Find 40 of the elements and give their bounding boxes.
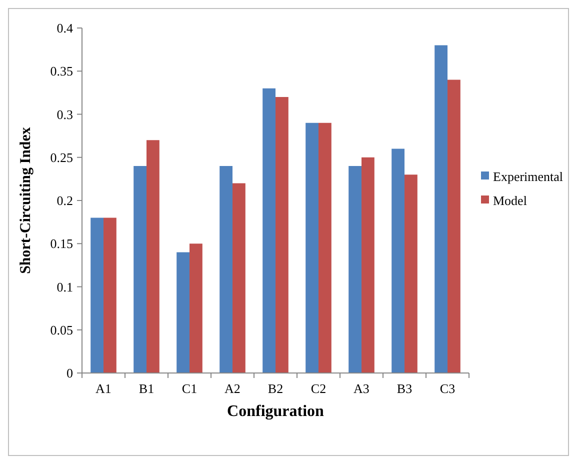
y-axis-title: Short-Circuiting Index (18, 126, 34, 274)
x-tick-label: C1 (182, 381, 198, 396)
bar (348, 166, 362, 373)
y-tick-label: 0.2 (56, 193, 73, 208)
bar (190, 244, 202, 373)
legend-label: Experimental (493, 169, 564, 184)
x-axis-title: Configuration (227, 403, 324, 420)
bar (362, 157, 374, 373)
bar (276, 97, 288, 373)
y-tick-label: 0.3 (56, 106, 73, 122)
y-tick-label: 0.25 (50, 150, 73, 165)
x-tick-label: A2 (224, 381, 240, 396)
y-tick-label: 0 (66, 366, 73, 381)
x-tick-label: A1 (96, 381, 112, 396)
x-tick-label: A3 (354, 381, 370, 396)
bar (306, 122, 318, 373)
x-tick-label: B1 (138, 381, 154, 396)
bar (318, 122, 332, 373)
y-tick-label: 0.15 (50, 236, 73, 252)
x-tick-label: C2 (310, 381, 326, 396)
bar (176, 252, 190, 373)
bar (232, 183, 246, 373)
x-tick-label: B2 (268, 381, 284, 396)
y-tick-label: 0.1 (56, 279, 73, 294)
bar (404, 174, 418, 373)
bar (104, 218, 116, 373)
legend-label: Model (493, 193, 528, 208)
x-tick-label: C3 (440, 381, 456, 396)
bar (434, 45, 448, 373)
bar (146, 140, 160, 373)
y-tick-label: 0.35 (50, 64, 73, 79)
bar (448, 80, 460, 373)
y-tick-label: 0.4 (56, 20, 74, 36)
bar (134, 166, 146, 373)
x-tick-label: B3 (396, 381, 412, 396)
bar (220, 166, 232, 373)
bar (392, 148, 404, 373)
bar (90, 218, 104, 373)
bar (262, 88, 276, 373)
y-tick-label: 0.05 (50, 322, 73, 338)
